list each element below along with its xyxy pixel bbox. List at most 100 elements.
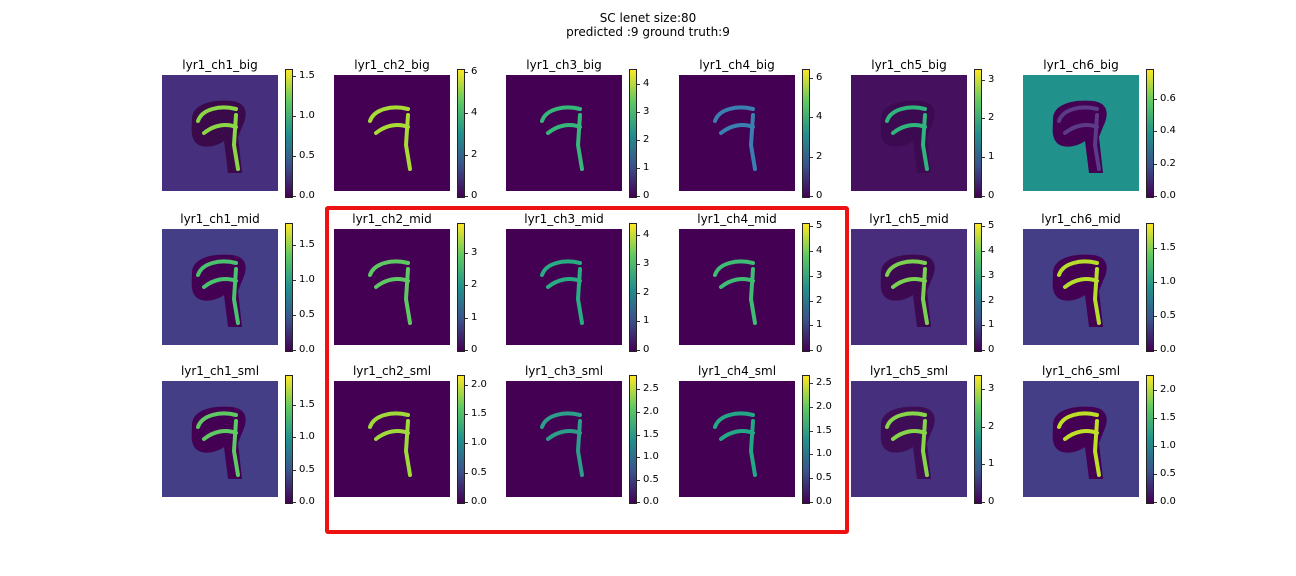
colorbar: 0 2 4 6: [802, 69, 822, 201]
panel-title: lyr1_ch2_sml: [352, 364, 432, 378]
panel-title: lyr1_ch1_sml: [180, 364, 260, 378]
colorbar-tick-label: 1.0: [299, 274, 315, 285]
digit-body: [363, 406, 418, 479]
colorbar-tick-mark: [465, 196, 468, 197]
panel-title: lyr1_ch6_big: [1043, 58, 1119, 72]
panel-title: lyr1_ch3_sml: [524, 364, 604, 378]
colorbar-tick-mark: [637, 168, 640, 169]
colorbar-tick-label: 2: [471, 149, 478, 160]
colorbar-tick-label: 0.0: [299, 496, 315, 507]
colorbar-tick-label: 0.2: [1160, 158, 1176, 169]
activation-stroke: [196, 411, 240, 477]
colorbar-tick-label: 0: [988, 190, 995, 201]
digit-body: [191, 254, 246, 327]
digit-glyph: [535, 254, 590, 327]
colorbar-tick-label: 1.5: [1160, 412, 1176, 423]
colorbar-tick-label: 2.0: [471, 379, 487, 390]
colorbar-tick-mark: [465, 443, 468, 444]
colorbar-tick-label: 0.5: [1160, 468, 1176, 479]
colorbar-tick-label: 3: [988, 74, 995, 85]
activation-stroke: [540, 105, 584, 171]
digit-body: [1052, 254, 1107, 327]
panel-lyr1_ch4_mid: lyr1_ch4_mid 0 1 2 3 4 5: [679, 212, 822, 355]
panel-title: lyr1_ch3_big: [526, 58, 602, 72]
colorbar-tick-mark: [810, 226, 813, 227]
digit-glyph: [708, 406, 763, 479]
digit-body: [535, 406, 590, 479]
digit-glyph: [191, 254, 246, 327]
digit-glyph: [535, 100, 590, 173]
colorbar-tick-label: 2: [471, 279, 478, 290]
colorbar-tick-mark: [637, 502, 640, 503]
colorbar-tick-mark: [982, 118, 985, 119]
colorbar-tick-mark: [293, 315, 296, 316]
colorbar-tick-mark: [810, 117, 813, 118]
heatmap-image: [1023, 381, 1139, 497]
colorbar-tick-label: 6: [471, 66, 478, 77]
activation-stroke: [713, 105, 757, 171]
colorbar-tick-mark: [1154, 316, 1157, 317]
heatmap-image: [1023, 75, 1139, 191]
colorbar-tick-label: 0.0: [471, 496, 487, 507]
activation-stroke: [196, 105, 240, 171]
colorbar-tick-mark: [465, 414, 468, 415]
colorbar-tick-label: 0.5: [471, 467, 487, 478]
heatmap-image: [334, 229, 450, 345]
colorbar-tick-mark: [1154, 164, 1157, 165]
colorbar-tick-mark: [293, 245, 296, 246]
panel-lyr1_ch6_sml: lyr1_ch6_sml 0.0 0.5 1.0 1.5 2.0: [1023, 364, 1176, 507]
colorbar-tick-label: 6: [816, 72, 823, 83]
colorbar-tick-label: 1.0: [643, 451, 659, 462]
digit-glyph: [880, 406, 935, 479]
activation-stroke: [1057, 259, 1101, 325]
colorbar-tick-mark: [637, 435, 640, 436]
colorbar-tick-label: 2: [643, 134, 650, 145]
colorbar-tick-label: 0: [816, 344, 823, 355]
digit-glyph: [880, 254, 935, 327]
activation-stroke: [368, 411, 412, 477]
colorbar-tick-label: 2: [988, 112, 995, 123]
colorbar-tick-mark: [1154, 248, 1157, 249]
heatmap-image: [851, 75, 967, 191]
colorbar-tick-mark: [810, 454, 813, 455]
colorbar-tick-label: 1: [471, 312, 478, 323]
colorbar-tick-label: 4: [471, 107, 478, 118]
colorbar-tick-mark: [1154, 474, 1157, 475]
digit-glyph: [1052, 406, 1107, 479]
colorbar-tick-label: 2.0: [643, 406, 659, 417]
colorbar-tick-mark: [810, 251, 813, 252]
panel-lyr1_ch5_mid: lyr1_ch5_mid 0 1 2 3 4 5: [851, 212, 994, 355]
colorbar-tick-label: 0.5: [299, 150, 315, 161]
colorbar-tick-label: 3: [816, 270, 823, 281]
heatmap-image: [334, 381, 450, 497]
panel-title: lyr1_ch6_mid: [1041, 212, 1121, 226]
colorbar-tick-mark: [465, 285, 468, 286]
colorbar-tick-label: 1.5: [299, 399, 315, 410]
colorbar-tick-mark: [637, 412, 640, 413]
colorbar-tick-mark: [637, 389, 640, 390]
heatmap-image: [162, 381, 278, 497]
colorbar-tick-label: 5: [816, 220, 823, 231]
colorbar: 0.0 0.5 1.0 1.5 2.0 2.5: [629, 375, 659, 507]
panel-title: lyr1_ch5_sml: [869, 364, 949, 378]
digit-body: [363, 100, 418, 173]
colorbar-tick-label: 0.0: [299, 190, 315, 201]
heatmap-image: [506, 381, 622, 497]
colorbar-tick-mark: [293, 280, 296, 281]
colorbar-tick-label: 0: [471, 344, 478, 355]
heatmap-image: [506, 229, 622, 345]
digit-glyph: [535, 406, 590, 479]
colorbar-tick-label: 0: [643, 344, 650, 355]
digit-body: [535, 100, 590, 173]
colorbar-tick-label: 1.5: [299, 239, 315, 250]
panel-title: lyr1_ch1_mid: [180, 212, 260, 226]
colorbar-tick-mark: [810, 78, 813, 79]
digit-body: [880, 100, 935, 173]
colorbar-tick-label: 3: [471, 247, 478, 258]
colorbar: 0 1 2 3: [457, 223, 477, 355]
colorbar-tick-mark: [982, 464, 985, 465]
colorbar-tick-mark: [810, 431, 813, 432]
colorbar-tick-label: 0.6: [1160, 93, 1176, 104]
colorbar-tick-mark: [982, 157, 985, 158]
heatmap-image: [679, 381, 795, 497]
